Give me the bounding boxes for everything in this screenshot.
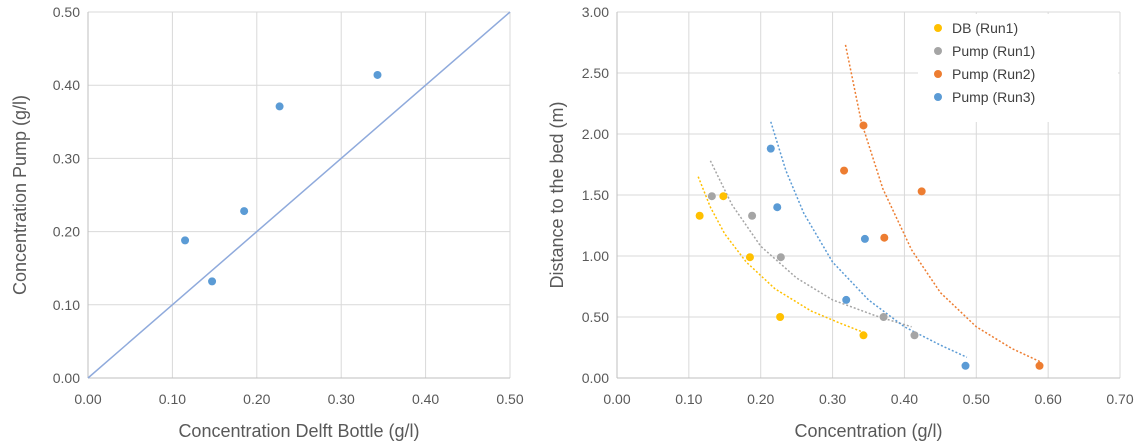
data-point-series-3-2 <box>860 234 869 243</box>
data-point-series-1-2 <box>776 253 785 262</box>
data-point-series-0-3 <box>776 313 785 321</box>
legend-marker-3 <box>934 93 942 101</box>
x-tick-label: 0.50 <box>963 391 990 407</box>
y-tick-label: 2.50 <box>582 65 609 81</box>
legend-marker-2 <box>934 70 942 78</box>
x-tick-label: 0.10 <box>159 391 186 407</box>
reference-line <box>87 11 511 379</box>
y-tick-label: 2.00 <box>582 126 609 142</box>
legend-label-1: Pump (Run1) <box>952 43 1035 59</box>
data-point-series-0-1 <box>208 277 217 286</box>
data-point-series-0-3 <box>275 102 284 111</box>
data-point-series-2-1 <box>840 166 849 175</box>
x-tick-label: 0.00 <box>74 391 101 407</box>
x-tick-label: 0.20 <box>243 391 270 407</box>
y-tick-label: 0.20 <box>53 224 80 240</box>
x-tick-label: 0.40 <box>891 391 918 407</box>
data-point-series-0-4 <box>373 70 382 79</box>
data-point-series-0-2 <box>240 207 249 216</box>
y-tick-label: 0.00 <box>53 370 80 386</box>
y-tick-label: 0.50 <box>53 4 80 20</box>
data-point-series-2-0 <box>859 121 868 130</box>
y-tick-label: 0.30 <box>53 150 80 166</box>
data-point-series-0-4 <box>859 331 868 340</box>
legend-marker-1 <box>934 47 942 55</box>
y-tick-label: 1.00 <box>582 248 609 264</box>
data-point-series-3-4 <box>961 361 970 370</box>
y-tick-label: 0.50 <box>582 309 609 325</box>
y-tick-label: 0.10 <box>53 297 80 313</box>
y-tick-label: 1.50 <box>582 187 609 203</box>
trendline-series-2 <box>844 44 1042 363</box>
legend-marker-0 <box>934 24 942 32</box>
data-point-series-3-0 <box>766 144 775 153</box>
left-chart: 0.00 0.10 0.20 0.30 0.40 0.50 0.00 0.10 0.20 0.30… <box>10 4 524 441</box>
data-point-series-3-1 <box>773 203 782 212</box>
y-axis-title: Distance to the bed (m) <box>547 101 567 288</box>
data-point-series-1-0 <box>707 192 716 201</box>
x-tick-label: 0.30 <box>328 391 355 407</box>
legend-box <box>918 14 1118 122</box>
trendline-series-1 <box>709 160 912 328</box>
x-axis-title: Concentration (g/l) <box>794 421 942 441</box>
legend-label-0: DB (Run1) <box>952 20 1018 36</box>
data-point-series-0-2 <box>745 253 754 262</box>
data-point-series-1-1 <box>748 211 757 220</box>
x-tick-label: 0.10 <box>675 391 702 407</box>
data-point-series-1-3 <box>879 313 888 321</box>
x-tick-label: 0.00 <box>603 391 630 407</box>
data-point-series-0-1 <box>719 192 728 201</box>
legend-label-2: Pump (Run2) <box>952 66 1035 82</box>
y-tick-label: 3.00 <box>582 4 609 20</box>
trendline-series-0 <box>697 176 866 334</box>
data-point-series-3-3 <box>842 295 851 304</box>
x-axis-title: Concentration Delft Bottle (g/l) <box>178 421 419 441</box>
data-point-series-2-3 <box>880 233 889 242</box>
legend-label-3: Pump (Run3) <box>952 89 1035 105</box>
data-point-series-0-0 <box>181 236 190 245</box>
data-point-series-0-0 <box>695 211 704 220</box>
x-tick-label: 0.50 <box>496 391 523 407</box>
data-point-series-1-4 <box>910 331 919 340</box>
x-tick-label: 0.20 <box>747 391 774 407</box>
data-point-series-2-4 <box>1035 361 1044 370</box>
x-tick-label: 0.60 <box>1035 391 1062 407</box>
x-tick-label: 0.70 <box>1106 391 1133 407</box>
y-axis-title: Concentration Pump (g/l) <box>10 95 30 295</box>
x-tick-label: 0.30 <box>819 391 846 407</box>
right-chart: 0.00 0.50 1.00 1.50 2.00 2.50 3.00 0.00 0.10 0.20… <box>547 4 1134 441</box>
y-tick-label: 0.00 <box>582 370 609 386</box>
data-point-series-2-2 <box>917 187 926 196</box>
x-tick-label: 0.40 <box>412 391 439 407</box>
y-tick-label: 0.40 <box>53 77 80 93</box>
trendline-series-3 <box>770 121 968 358</box>
